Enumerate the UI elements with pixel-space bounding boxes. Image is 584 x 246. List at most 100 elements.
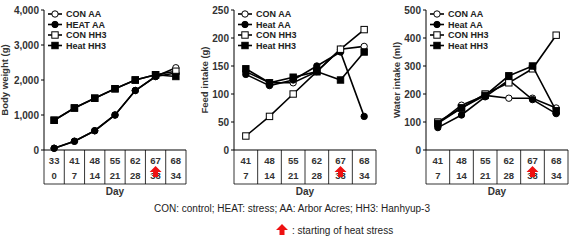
- arrow-shape: [276, 224, 288, 235]
- x-tick-label: 33: [49, 155, 60, 166]
- data-point: [458, 105, 464, 111]
- data-point: [112, 112, 118, 118]
- data-point: [482, 92, 488, 98]
- heat-stress-arrow: [150, 166, 162, 177]
- x-tick-label: 68: [359, 155, 370, 166]
- data-point: [132, 87, 138, 93]
- data-point: [173, 73, 179, 79]
- y-tick: [231, 66, 234, 67]
- x-tick-label-secondary: 14: [89, 170, 100, 181]
- legend-marker: [52, 11, 58, 17]
- x-tick-label-secondary: 0: [51, 170, 56, 181]
- x-cell-divider: [376, 150, 377, 184]
- x-cell-divider: [186, 150, 187, 184]
- data-point: [266, 80, 272, 86]
- data-point: [506, 95, 512, 101]
- x-cell-divider: [305, 150, 306, 184]
- y-tick-label: 250: [212, 5, 229, 16]
- data-point: [435, 120, 441, 126]
- data-point: [243, 66, 249, 72]
- y-tick-label: 1,000: [14, 110, 39, 121]
- legend: CON AAHeat AACON HH3Heat HH3: [430, 9, 489, 51]
- data-point: [71, 105, 77, 111]
- x-cell-divider: [426, 150, 427, 184]
- x-tick-label: 48: [456, 155, 467, 166]
- y-axis-title: Feed intake (g): [199, 46, 210, 113]
- data-point: [337, 46, 343, 52]
- series-line: [438, 66, 556, 123]
- data-point: [361, 26, 367, 32]
- x-cell-divider: [520, 150, 521, 184]
- x-cell-divider: [544, 150, 545, 184]
- y-tick: [231, 10, 234, 11]
- legend-label: Heat HH3: [256, 41, 296, 51]
- x-tick-label-secondary: 7: [72, 170, 77, 181]
- series-line: [438, 80, 556, 128]
- x-tick-label-secondary: 34: [551, 170, 562, 181]
- data-point: [152, 72, 158, 78]
- y-tick: [231, 38, 234, 39]
- y-tick: [231, 94, 234, 95]
- y-tick-label: 50: [218, 117, 230, 128]
- x-axis-title: Day: [296, 186, 315, 197]
- x-axis-title: Day: [106, 186, 125, 197]
- data-point: [243, 133, 249, 139]
- arrow-shape: [335, 166, 347, 177]
- x-tick-label-secondary: 14: [456, 170, 467, 181]
- x-tick-label: 55: [288, 155, 299, 166]
- legend-marker: [434, 42, 440, 48]
- legend-label: Heat AA: [448, 20, 483, 30]
- series-line: [54, 73, 176, 148]
- x-tick-label-secondary: 21: [110, 170, 121, 181]
- x-tick-label-secondary: 34: [359, 170, 370, 181]
- data-point: [506, 80, 512, 86]
- x-tick-label: 48: [89, 155, 100, 166]
- legend-label: CON HH3: [66, 30, 107, 40]
- x-tick-label: 67: [527, 155, 538, 166]
- x-tick-label-secondary: 7: [435, 170, 440, 181]
- data-point: [266, 113, 272, 119]
- legend-marker: [242, 32, 248, 38]
- x-tick-label-secondary: 28: [312, 170, 323, 181]
- y-tick: [423, 94, 426, 95]
- legend-label: Heat HH3: [448, 41, 488, 51]
- y-tick-label: 0: [415, 145, 421, 156]
- x-cell-border: [426, 184, 568, 185]
- series-line: [246, 52, 364, 116]
- legend-marker: [52, 42, 58, 48]
- data-point: [337, 77, 343, 83]
- panel: 010020030040050041485562676871421283334D…: [391, 5, 568, 198]
- x-tick-label: 41: [433, 155, 444, 166]
- data-point: [71, 138, 77, 144]
- data-point: [290, 91, 296, 97]
- data-point: [92, 128, 98, 134]
- series-line: [54, 68, 176, 149]
- legend: CON AAHEAT AACON HH3Heat HH3: [48, 9, 107, 51]
- x-cell-divider: [84, 150, 85, 184]
- series-line: [54, 75, 176, 121]
- legend-label: Heat HH3: [66, 41, 106, 51]
- data-point: [458, 112, 464, 118]
- plot-area: [243, 26, 368, 139]
- data-point: [51, 145, 57, 151]
- y-tick-label: 100: [404, 117, 421, 128]
- y-tick: [423, 10, 426, 11]
- y-tick: [41, 80, 44, 81]
- y-axis-title: Water intake (ml): [391, 42, 402, 118]
- data-point: [553, 108, 559, 114]
- panel: 05010015020025041485562676871421283334Da…: [199, 5, 376, 198]
- data-point: [361, 49, 367, 55]
- legend-marker: [434, 11, 440, 17]
- x-cell-divider: [145, 150, 146, 184]
- x-tick-label: 55: [110, 155, 121, 166]
- x-tick-label: 62: [504, 155, 515, 166]
- data-point: [290, 74, 296, 80]
- x-tick-label-secondary: 7: [243, 170, 248, 181]
- x-cell-divider: [568, 150, 569, 184]
- y-tick-label: 300: [404, 61, 421, 72]
- y-tick-label: 200: [404, 89, 421, 100]
- data-point: [361, 113, 367, 119]
- data-point: [506, 73, 512, 79]
- arrow-shape: [150, 166, 162, 177]
- legend: CON AAHeat AACON HH3Heat HH3: [238, 9, 297, 51]
